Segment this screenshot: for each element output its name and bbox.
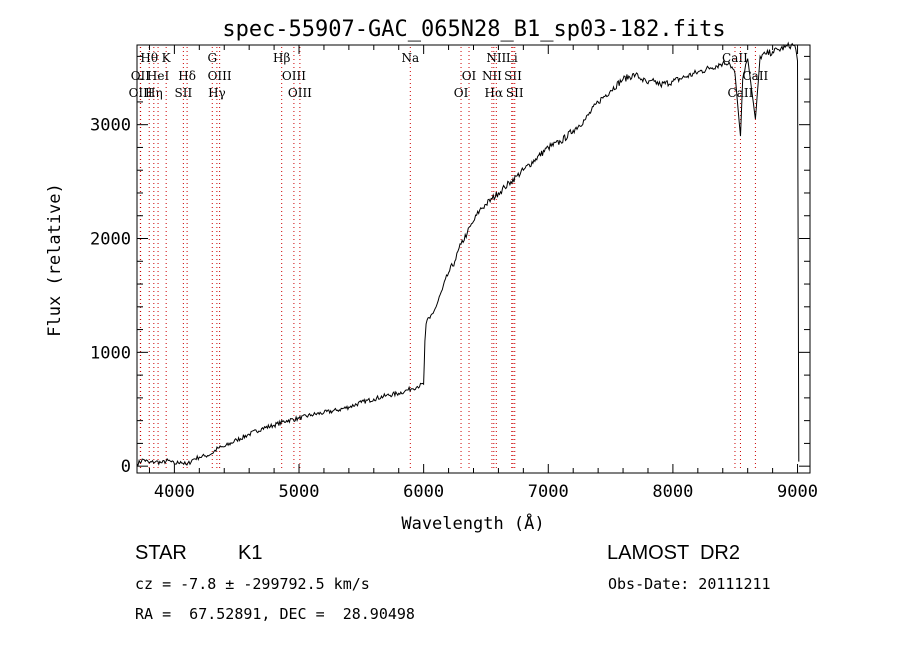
spectrum-line [136, 41, 800, 467]
line-marker-label: Hθ [140, 51, 158, 65]
x-axis-label: Wavelength (Å) [401, 512, 544, 534]
plot-frame [136, 44, 811, 474]
line-marker-label: Hδ [178, 69, 196, 83]
x-tick-label: 7000 [528, 482, 569, 502]
line-marker-label: OIII [288, 86, 312, 100]
line-marker-label: SII [506, 86, 524, 100]
object-class: STAR [135, 542, 187, 564]
object-subclass: K1 [238, 542, 263, 564]
line-marker-label: Hγ [208, 86, 226, 100]
y-tick-label: 2000 [90, 230, 131, 250]
x-tick-label: 5000 [279, 482, 320, 502]
line-marker-label: K [162, 51, 172, 65]
line-marker-label: SII [504, 69, 522, 83]
chart-title: spec-55907-GAC_065N28_B1_sp03-182.fits [222, 17, 725, 42]
line-marker-label: Hη [145, 86, 163, 100]
x-tick-label: 4000 [154, 482, 195, 502]
coordinates: RA = 67.52891, DEC = 28.90498 [135, 605, 415, 623]
line-marker-label: NII [486, 51, 506, 65]
line-marker-label: CaII [742, 69, 768, 83]
line-marker-label: OIII [282, 69, 306, 83]
line-marker-label: Hα [485, 86, 504, 100]
line-marker-label: OIII [208, 69, 232, 83]
x-tick-label: 6000 [403, 482, 444, 502]
spectral-line-markers: OIIOIIIHθHηHeIKHδSIIGOIIIHγHβOIIIOIIINaO… [129, 47, 769, 471]
x-tick-label: 9000 [777, 482, 818, 502]
line-marker-label: CaII [722, 51, 748, 65]
line-marker-label: NII [482, 69, 502, 83]
y-tick-label: 0 [121, 457, 131, 477]
y-tick-label: 1000 [90, 343, 131, 363]
y-axis-label: Flux (relative) [45, 183, 65, 337]
redshift-line: cz = -7.8 ± -299792.5 km/s [135, 575, 370, 593]
line-marker-label: Hβ [273, 51, 290, 65]
line-marker-label: SII [175, 86, 193, 100]
y-tick-label: 3000 [90, 116, 131, 136]
line-marker-label: OIII [129, 86, 153, 100]
line-marker-label: CaII [728, 86, 754, 100]
survey-name: LAMOST DR2 [607, 542, 740, 564]
line-marker-label: G [207, 51, 217, 65]
line-marker-label: OI [454, 86, 469, 100]
line-marker-label: Na [401, 51, 419, 65]
axis-ticks: 4000 5000 6000 7000 8000 9000 0 1000 2000 3000 [90, 45, 818, 502]
line-marker-label: HeI [147, 69, 170, 83]
line-marker-label: Li [506, 51, 518, 65]
line-marker-label: OI [462, 69, 477, 83]
x-tick-label: 8000 [652, 482, 693, 502]
obs-date: Obs-Date: 20111211 [608, 575, 771, 593]
